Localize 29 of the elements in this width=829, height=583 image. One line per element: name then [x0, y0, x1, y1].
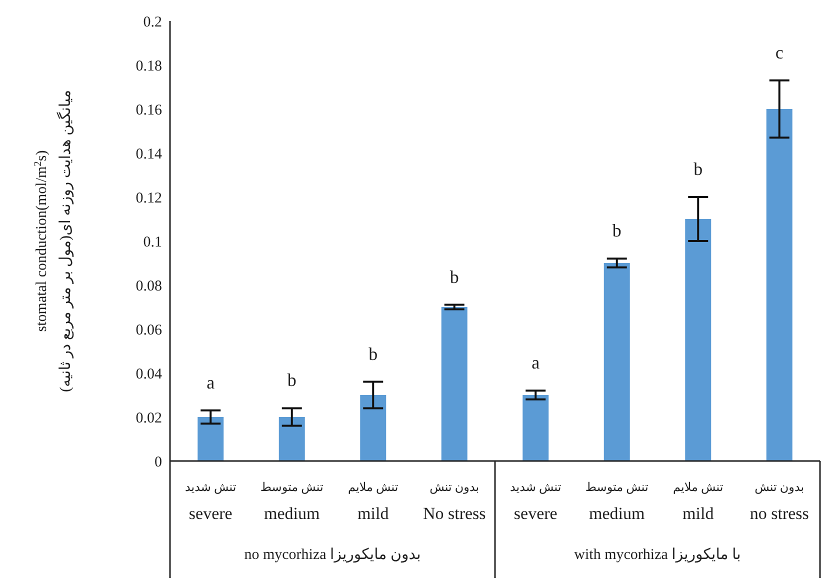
data-label: b: [368, 344, 378, 364]
y-tick-label: 0.16: [136, 102, 162, 118]
data-label: a: [206, 372, 215, 392]
y-tick-label: 0: [154, 454, 162, 470]
text: with mycorhiza با مایکوریزا: [574, 547, 741, 563]
y-tick-label: 0.02: [136, 410, 162, 426]
bar: [278, 417, 305, 461]
data-label: b: [612, 220, 622, 241]
y-tick-label: 0.1: [143, 234, 162, 250]
y-tick-label: 0.14: [136, 146, 162, 162]
bar: [360, 395, 386, 461]
y-tick-label: 0.06: [136, 322, 162, 338]
bar: [685, 219, 712, 461]
y-tick-label: 0.2: [143, 14, 162, 30]
bar: [441, 307, 468, 461]
y-tick-label: 0.18: [136, 58, 162, 74]
bar: [522, 395, 549, 461]
data-label: c: [775, 42, 784, 62]
data-label: b: [287, 370, 296, 390]
y-tick-label: 0.04: [136, 366, 162, 382]
text: no mycorhiza بدون مایکوریزا: [244, 547, 421, 563]
data-label: a: [532, 352, 540, 373]
bar: [766, 109, 792, 461]
bar: [604, 263, 630, 461]
y-tick-label: 0.08: [136, 278, 162, 294]
bar: [198, 417, 224, 461]
data-label: b: [450, 266, 459, 287]
y-tick-label: 0.12: [136, 190, 162, 206]
data-label: b: [694, 159, 703, 179]
